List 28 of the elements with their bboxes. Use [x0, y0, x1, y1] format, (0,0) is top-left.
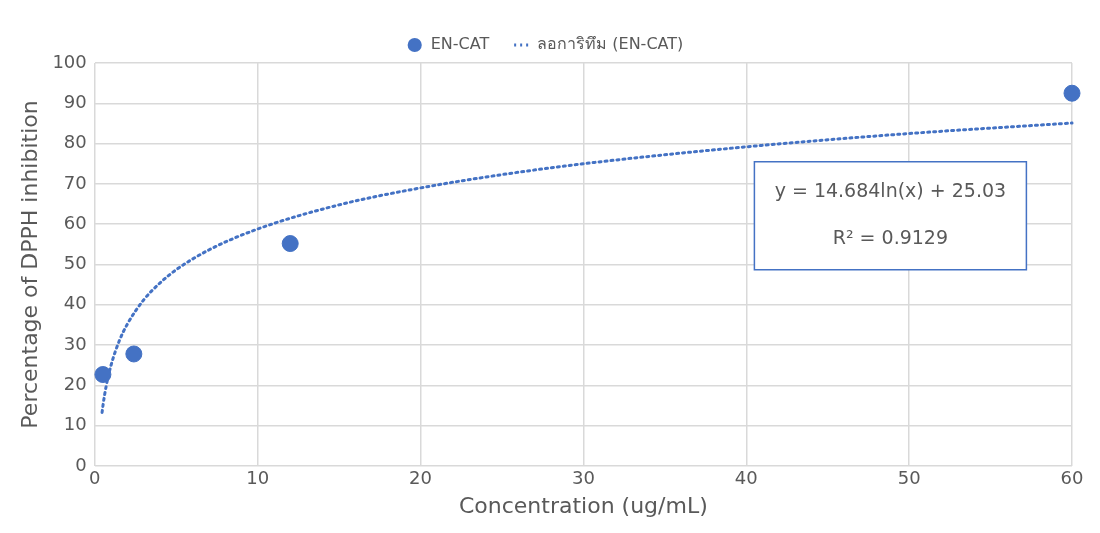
point [94, 366, 112, 384]
x-tick-label: 30 [571, 467, 595, 489]
y-tick-label: 70 [63, 171, 87, 193]
x-tick-label: 0 [89, 467, 101, 489]
x-tick-label: 10 [246, 467, 270, 489]
x-tick-label: 50 [897, 467, 921, 489]
annotation: y = 14.684ln(x) + 25.03 [774, 179, 1007, 202]
y-tick-label: 80 [63, 131, 87, 153]
y-tick-label: 60 [63, 211, 87, 233]
point [1063, 84, 1081, 102]
x-tick-label: 20 [409, 467, 432, 489]
x-tick-label: 40 [734, 467, 758, 489]
y-tick-label: 50 [63, 252, 87, 274]
y-tick-label: 10 [63, 413, 87, 435]
annotation: R² = 0.9129 [832, 226, 949, 249]
y-tick-label: 20 [63, 373, 87, 395]
y-tick-label: 30 [63, 332, 87, 354]
x-axis-title: Concentration (ug/mL) [458, 492, 708, 518]
y-tick-label: 0 [75, 453, 87, 475]
legend-label: EN-CAT [430, 34, 490, 54]
y-tick-label: 40 [63, 292, 87, 314]
x-tick-label: 60 [1060, 467, 1084, 489]
y-tick-label: 100 [52, 50, 87, 72]
point [281, 235, 299, 253]
legend-label: ลอการิทึม (EN-CAT) [537, 34, 684, 54]
y-tick-label: 90 [63, 90, 87, 112]
y-axis-title: Percentage of DPPH inhibition [16, 100, 42, 429]
point [125, 345, 143, 363]
